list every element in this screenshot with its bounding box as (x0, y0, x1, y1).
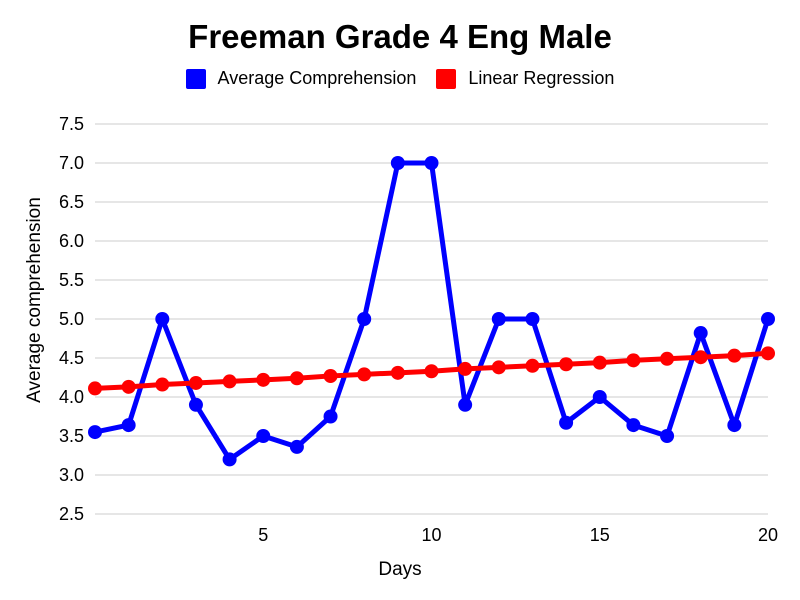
data-point-average-comprehension (491, 312, 506, 326)
data-point-linear-regression (222, 374, 237, 389)
data-point-average-comprehension (289, 439, 304, 454)
legend: Average Comprehension Linear Regression (0, 68, 800, 89)
series-group (88, 156, 775, 467)
grid-lines (95, 123, 768, 515)
data-point-average-comprehension (693, 326, 708, 341)
y-tick-label: 7.0 (59, 153, 84, 173)
x-tick-label: 20 (758, 525, 778, 545)
data-point-linear-regression (458, 361, 473, 376)
data-point-linear-regression (626, 353, 641, 368)
x-axis-label: Days (378, 559, 421, 580)
y-axis-ticks: 2.5 3.0 3.5 4.0 4.5 5.0 5.5 6.0 6.5 7.0 7.5 (59, 114, 84, 524)
data-point-average-comprehension (256, 429, 271, 443)
legend-item-linear-regression: Linear Regression (436, 68, 614, 89)
data-point-average-comprehension (626, 418, 641, 433)
data-point-average-comprehension (323, 409, 338, 424)
series-line-average-comprehension (92, 160, 771, 462)
data-point-linear-regression (559, 357, 574, 372)
data-point-linear-regression (761, 346, 775, 361)
data-point-linear-regression (424, 364, 439, 379)
data-point-average-comprehension (592, 390, 607, 404)
data-point-linear-regression (727, 348, 742, 363)
data-point-average-comprehension (88, 425, 102, 440)
y-tick-label: 7.5 (59, 114, 84, 134)
data-point-average-comprehension (660, 429, 675, 443)
legend-swatch-blue (185, 68, 206, 89)
x-axis-ticks: 5 10 15 20 (258, 525, 778, 545)
legend-label-linear-regression: Linear Regression (468, 68, 615, 88)
data-point-linear-regression (525, 358, 540, 373)
data-point-average-comprehension (222, 452, 237, 467)
y-tick-label: 4.5 (59, 348, 84, 368)
data-point-average-comprehension (458, 397, 473, 412)
data-point-average-comprehension (390, 156, 405, 170)
y-tick-label: 4.0 (59, 387, 84, 407)
data-point-average-comprehension (525, 312, 540, 326)
y-tick-label: 6.0 (59, 231, 84, 251)
data-point-linear-regression (323, 368, 338, 383)
data-point-linear-regression (188, 375, 203, 390)
y-tick-label: 5.5 (59, 270, 84, 290)
legend-item-average-comprehension: Average Comprehension (185, 68, 417, 89)
y-tick-label: 2.5 (59, 504, 84, 524)
chart-title: Freeman Grade 4 Eng Male (188, 18, 612, 55)
data-point-average-comprehension (121, 418, 136, 433)
data-point-linear-regression (660, 351, 675, 366)
data-point-linear-regression (390, 365, 405, 380)
y-tick-label: 6.5 (59, 192, 84, 212)
data-point-linear-regression (592, 355, 607, 370)
legend-swatch-red (436, 68, 457, 89)
data-point-average-comprehension (559, 415, 574, 430)
y-tick-label: 5.0 (59, 309, 84, 329)
x-tick-label: 15 (590, 525, 610, 545)
data-point-linear-regression (357, 367, 372, 382)
data-point-linear-regression (155, 377, 170, 392)
y-axis-label: Average comprehension (24, 197, 45, 403)
data-point-average-comprehension (761, 312, 775, 326)
y-tick-label: 3.0 (59, 465, 84, 485)
x-tick-label: 10 (421, 525, 441, 545)
data-point-average-comprehension (424, 156, 439, 170)
data-point-linear-regression (491, 360, 506, 375)
data-point-average-comprehension (155, 312, 170, 326)
data-point-linear-regression (289, 371, 304, 386)
data-point-linear-regression (88, 381, 102, 396)
data-point-average-comprehension (188, 397, 203, 412)
data-point-linear-regression (121, 379, 136, 394)
data-point-average-comprehension (727, 418, 742, 433)
y-tick-label: 3.5 (59, 426, 84, 446)
x-tick-label: 5 (258, 525, 268, 545)
data-point-linear-regression (256, 372, 271, 387)
data-point-average-comprehension (357, 312, 372, 326)
data-point-linear-regression (693, 350, 708, 365)
legend-label-average-comprehension: Average Comprehension (217, 68, 417, 88)
